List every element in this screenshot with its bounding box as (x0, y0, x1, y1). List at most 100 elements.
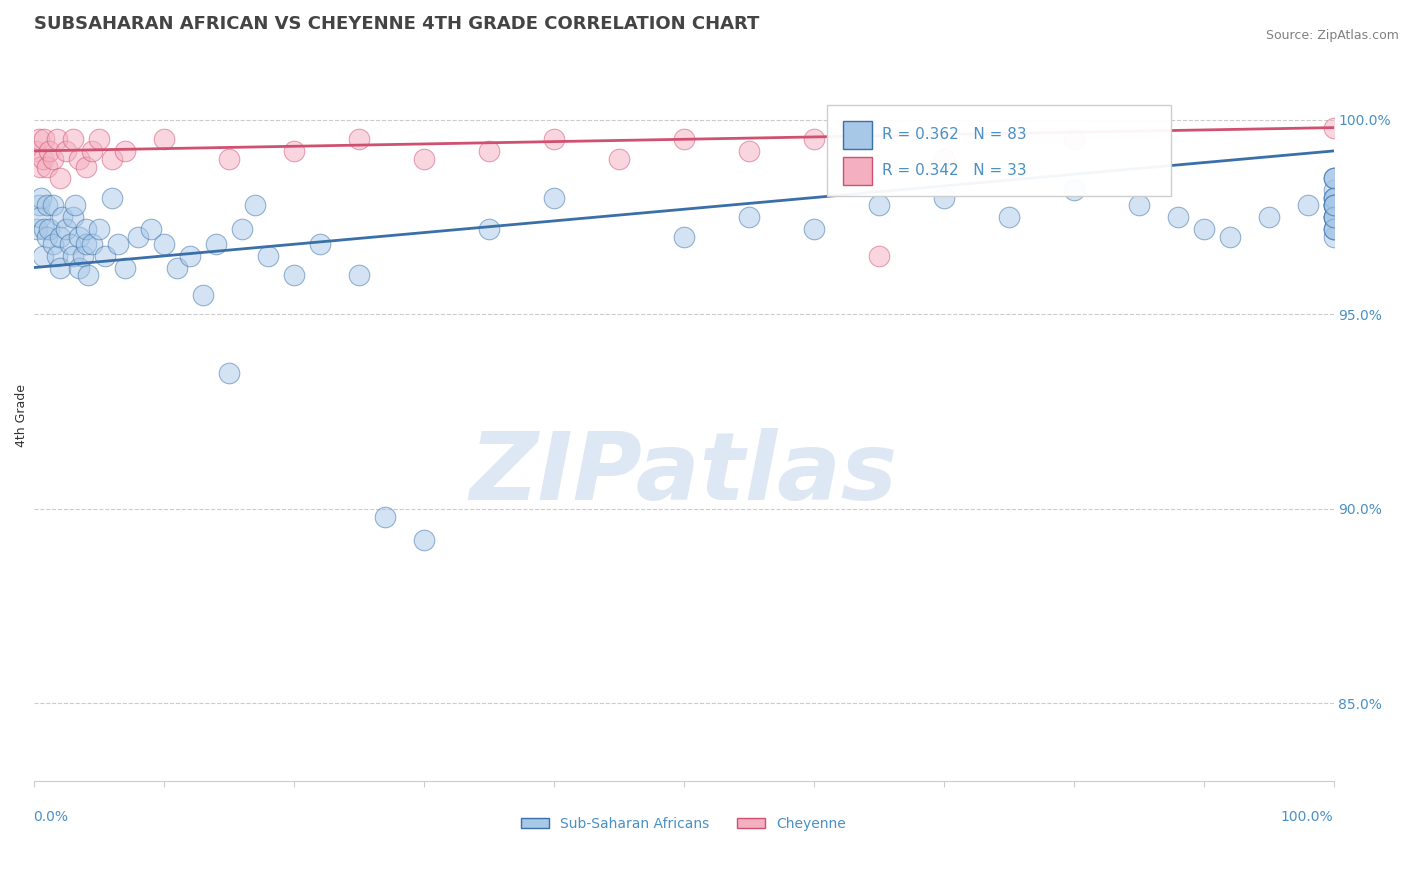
Point (1322, 198, 1344, 212)
Point (347, 268, 370, 283)
Point (737, 144, 759, 158)
Point (25, 144, 48, 158)
Point (32, 221, 55, 235)
Point (62, 249, 84, 263)
Point (1322, 191, 1344, 205)
Point (1322, 210, 1344, 224)
Text: Source: ZipAtlas.com: Source: ZipAtlas.com (1265, 29, 1399, 42)
Point (1322, 171, 1344, 186)
Point (932, 152, 955, 166)
Point (114, 260, 136, 275)
Point (1322, 221, 1344, 235)
Point (1322, 210, 1344, 224)
Point (80, 237, 103, 252)
Point (72, 249, 94, 263)
Point (28, 210, 51, 224)
Point (672, 132, 695, 146)
Point (107, 237, 129, 252)
Point (32, 132, 55, 146)
Point (28, 160, 51, 174)
Point (997, 210, 1019, 224)
Point (62, 132, 84, 146)
Legend: Sub-Saharan Africans, Cheyenne: Sub-Saharan Africans, Cheyenne (516, 811, 852, 836)
Point (218, 366, 240, 380)
Point (67, 229, 90, 244)
Point (1322, 198, 1344, 212)
Point (48, 171, 70, 186)
Point (63, 198, 86, 212)
Point (77, 268, 100, 283)
Point (1322, 120, 1344, 135)
Point (1322, 183, 1344, 197)
Point (48, 260, 70, 275)
Point (55, 144, 77, 158)
Point (1128, 198, 1150, 212)
Point (42, 237, 65, 252)
Point (38, 144, 60, 158)
Point (1322, 191, 1344, 205)
Point (283, 144, 305, 158)
Point (932, 191, 955, 205)
Point (179, 249, 201, 263)
Point (308, 237, 330, 252)
Point (55, 221, 77, 235)
Point (75, 221, 97, 235)
Point (75, 237, 97, 252)
Point (80, 144, 103, 158)
Point (1322, 198, 1344, 212)
Point (46, 132, 69, 146)
Point (803, 221, 825, 235)
Point (42, 198, 65, 212)
Point (1322, 229, 1344, 244)
Point (152, 132, 174, 146)
Text: ZIPatlas: ZIPatlas (470, 428, 897, 520)
Point (35, 229, 58, 244)
Point (94, 249, 117, 263)
Point (87, 221, 110, 235)
Text: 100.0%: 100.0% (1281, 810, 1333, 824)
Point (62, 210, 84, 224)
Point (477, 144, 499, 158)
Point (283, 268, 305, 283)
Point (1166, 210, 1188, 224)
Point (127, 229, 149, 244)
Point (30, 191, 52, 205)
Point (1218, 229, 1240, 244)
Point (191, 288, 214, 302)
Point (87, 132, 110, 146)
Point (59, 237, 82, 252)
Point (256, 249, 278, 263)
Point (48, 229, 70, 244)
Point (28, 132, 51, 146)
Point (38, 221, 60, 235)
Point (100, 191, 122, 205)
Point (412, 152, 434, 166)
Point (607, 152, 630, 166)
Point (100, 152, 122, 166)
Text: SUBSAHARAN AFRICAN VS CHEYENNE 4TH GRADE CORRELATION CHART: SUBSAHARAN AFRICAN VS CHEYENNE 4TH GRADE… (34, 15, 759, 33)
Text: R = 0.342   N = 33: R = 0.342 N = 33 (883, 163, 1026, 178)
Point (51, 210, 73, 224)
Point (1322, 210, 1344, 224)
Point (166, 260, 188, 275)
Point (1063, 183, 1085, 197)
Point (67, 260, 90, 275)
Point (139, 221, 162, 235)
Point (114, 144, 136, 158)
Point (1257, 210, 1279, 224)
Point (543, 191, 565, 205)
Point (28, 198, 51, 212)
Point (1063, 132, 1085, 146)
Point (868, 198, 890, 212)
Point (1322, 198, 1344, 212)
Point (1322, 221, 1344, 235)
Bar (844, 157, 872, 186)
Text: 0.0%: 0.0% (34, 810, 69, 824)
Point (218, 152, 240, 166)
Text: R = 0.362   N = 83: R = 0.362 N = 83 (883, 128, 1026, 142)
Point (1322, 198, 1344, 212)
Point (243, 198, 266, 212)
Point (27, 221, 49, 235)
Point (35, 160, 58, 174)
Point (1322, 191, 1344, 205)
